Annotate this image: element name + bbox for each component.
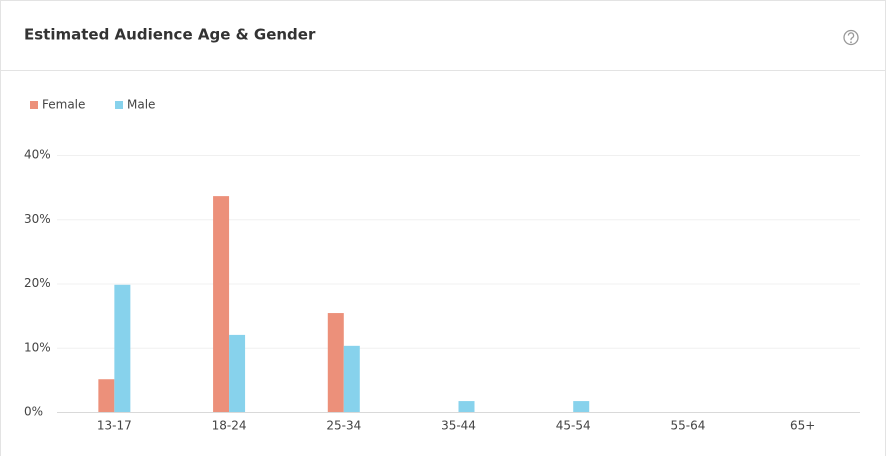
legend-swatch — [30, 101, 38, 109]
x-tick-label: 25-34 — [326, 419, 361, 433]
bar — [213, 196, 230, 412]
legend-swatch — [115, 101, 123, 109]
bar — [229, 334, 246, 412]
legend-label: Male — [127, 98, 155, 112]
bar — [114, 284, 131, 412]
x-tick-label: 45-54 — [556, 419, 591, 433]
x-tick-label: 35-44 — [441, 419, 476, 433]
y-tick-label: 20% — [24, 276, 51, 290]
help-glyph[interactable] — [847, 32, 855, 41]
bar — [458, 401, 475, 412]
legend-label: Female — [42, 98, 85, 112]
bar — [327, 313, 344, 412]
x-tick-label: 18-24 — [212, 419, 247, 433]
y-tick-label: 30% — [24, 212, 51, 226]
x-tick-label: 13-17 — [97, 419, 132, 433]
bar — [343, 345, 360, 412]
y-tick-label: 40% — [24, 148, 51, 162]
bar — [98, 379, 115, 412]
help-circle[interactable] — [843, 29, 859, 46]
help-icon[interactable] — [843, 29, 859, 46]
help-dot[interactable] — [850, 41, 852, 44]
chart-title: Estimated Audience Age & Gender — [24, 26, 316, 44]
y-tick-label: 10% — [24, 340, 51, 354]
y-tick-label: 0% — [24, 405, 43, 419]
x-tick-label: 55-64 — [670, 419, 705, 433]
x-tick-label: 65+ — [790, 419, 815, 433]
bar — [573, 401, 590, 412]
